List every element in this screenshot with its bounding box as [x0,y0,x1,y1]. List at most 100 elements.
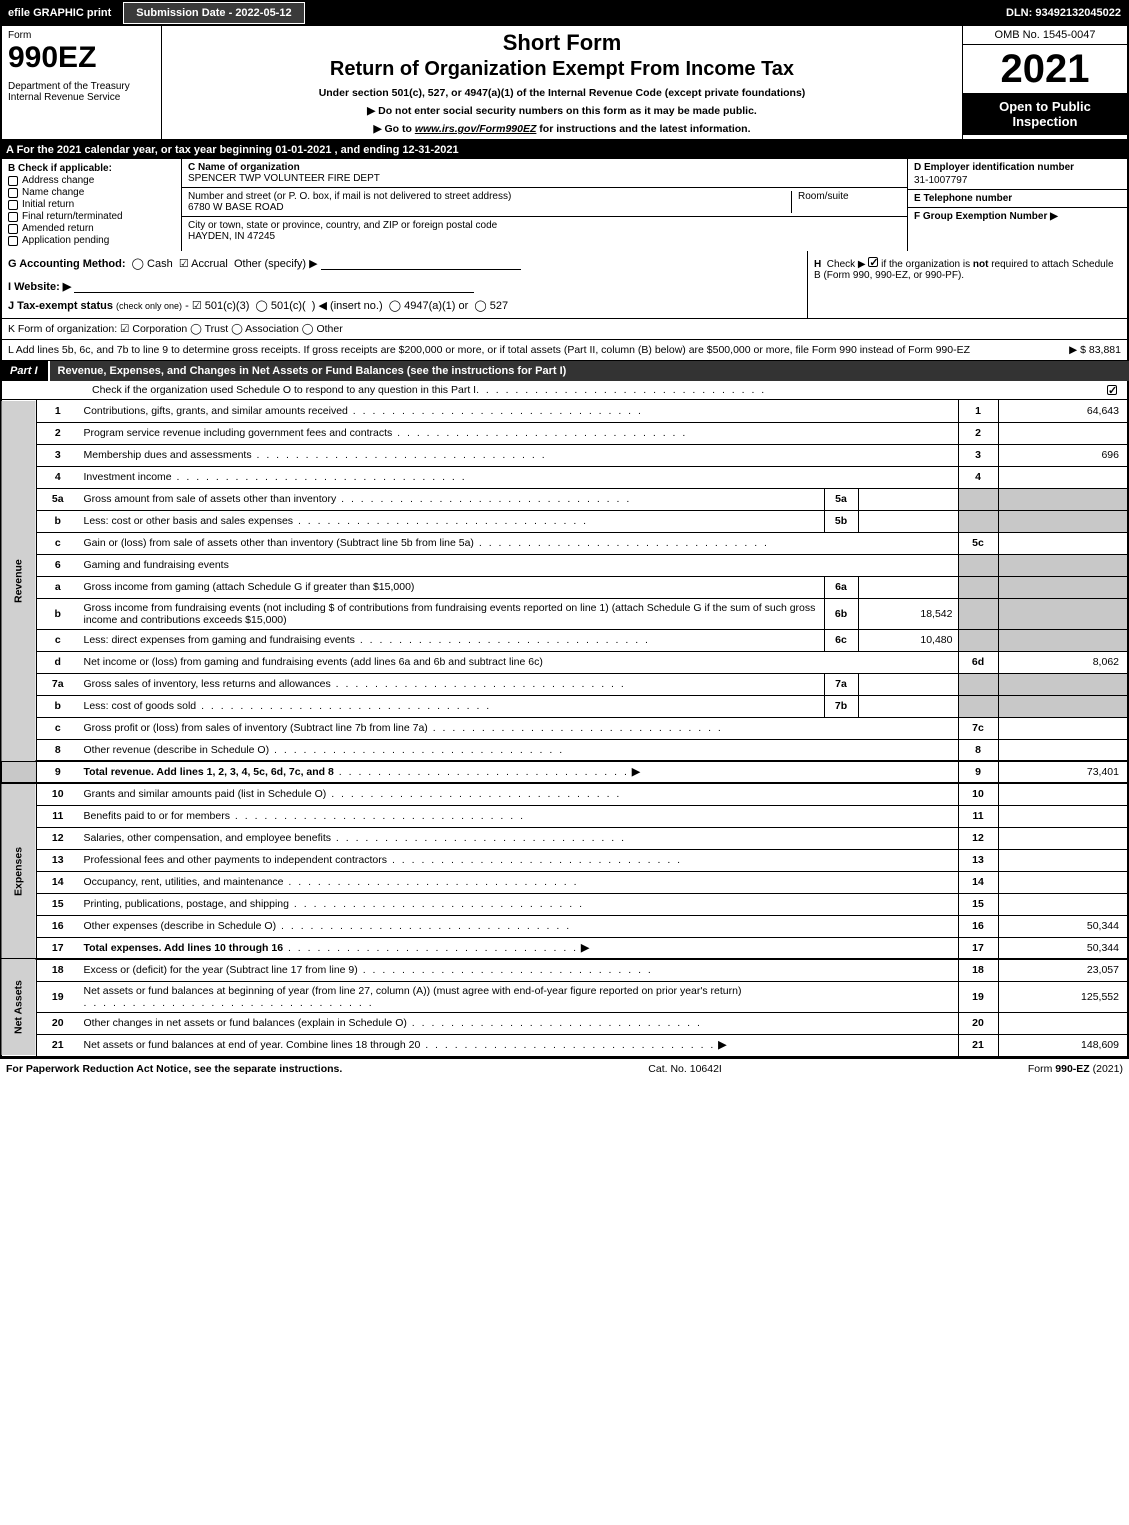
g-label: G Accounting Method: [8,258,126,270]
header-right: OMB No. 1545-0047 2021 Open to Public In… [962,26,1127,139]
l7a-sub: 7a [824,673,858,695]
checkbox-final-return[interactable] [8,212,18,222]
form-number: 990EZ [8,43,155,73]
website-fill[interactable] [74,281,474,293]
checkbox-address-change[interactable] [8,176,18,186]
l6a-ln-grey [958,576,998,598]
l8-desc: Other revenue (describe in Schedule O) [84,744,270,756]
form-header: Form 990EZ Department of the Treasury In… [0,26,1129,141]
l-text: L Add lines 5b, 6c, and 7b to line 9 to … [8,344,1061,356]
sched-o-checkbox[interactable] [1107,385,1117,395]
l8-amt [998,739,1128,761]
l13-desc: Professional fees and other payments to … [84,854,388,866]
l7c-amt [998,717,1128,739]
l18-ln: 18 [958,959,998,981]
l15-ln: 15 [958,893,998,915]
row-gh: G Accounting Method: ◯ Cash ☑ Accrual Ot… [0,251,1129,319]
i-label: I Website: ▶ [8,281,71,293]
checkbox-pending[interactable] [8,236,18,246]
l21-amt: 148,609 [998,1034,1128,1056]
l2-ln: 2 [958,422,998,444]
l20-desc: Other changes in net assets or fund bala… [84,1017,407,1029]
g-cash[interactable]: Cash [147,258,173,270]
g-other-fill[interactable] [321,258,521,270]
l6a-num: a [37,576,79,598]
l20-ln: 20 [958,1012,998,1034]
efile-label[interactable]: efile GRAPHIC print [0,3,119,23]
l9-ln: 9 [958,761,998,783]
part-1-table: Revenue 1 Contributions, gifts, grants, … [0,400,1129,1057]
irs-link[interactable]: www.irs.gov/Form990EZ [415,123,537,135]
l12-ln: 12 [958,827,998,849]
l7b-desc: Less: cost of goods sold [84,700,197,712]
l7a-ln-grey [958,673,998,695]
l11-amt [998,805,1128,827]
l6-num: 6 [37,554,79,576]
l21-num: 21 [37,1034,79,1056]
header-mid: Short Form Return of Organization Exempt… [162,26,962,139]
l5b-desc: Less: cost or other basis and sales expe… [84,515,294,527]
l13-amt [998,849,1128,871]
checkbox-name-change[interactable] [8,188,18,198]
footer-right-pre: Form [1028,1063,1055,1075]
h-checkbox[interactable] [868,257,878,267]
org-address: 6780 W BASE ROAD [188,202,791,213]
row-j: J Tax-exempt status (check only one) - ☑… [8,299,801,312]
side-netassets: Net Assets [1,959,37,1056]
l19-desc: Net assets or fund balances at beginning… [84,985,742,997]
l2-desc: Program service revenue including govern… [84,427,393,439]
g-other[interactable]: Other (specify) ▶ [234,258,318,270]
l7b-amt-grey [998,695,1128,717]
footer-right-bold: 990-EZ [1055,1063,1089,1075]
b-header: B Check if applicable: [8,163,175,174]
l6b-desc: Gross income from fundraising events (no… [84,602,816,626]
tax-year: 2021 [963,45,1127,93]
l6a-sub: 6a [824,576,858,598]
l1-ln: 1 [958,400,998,422]
l16-desc: Other expenses (describe in Schedule O) [84,920,277,932]
l5b-num: b [37,510,79,532]
footer-mid: Cat. No. 10642I [342,1063,1028,1075]
l6b-ln-grey [958,598,998,629]
opt-initial-return: Initial return [22,199,74,210]
l4-amt [998,466,1128,488]
l17-ln: 17 [958,937,998,959]
l5a-amt-grey [998,488,1128,510]
l7a-amt-grey [998,673,1128,695]
checkbox-amended[interactable] [8,224,18,234]
l18-num: 18 [37,959,79,981]
l18-amt: 23,057 [998,959,1128,981]
l5a-subv [858,488,958,510]
instruction-link: ▶ Go to www.irs.gov/Form990EZ for instru… [172,123,952,135]
l7a-desc: Gross sales of inventory, less returns a… [84,678,331,690]
ein-value: 31-1007797 [914,175,1121,186]
header-left: Form 990EZ Department of the Treasury In… [2,26,162,139]
l6d-desc: Net income or (loss) from gaming and fun… [84,656,543,668]
l3-ln: 3 [958,444,998,466]
l-amount: ▶ $ 83,881 [1061,344,1121,356]
g-accrual[interactable]: Accrual [191,258,228,270]
l4-desc: Investment income [84,471,172,483]
checkbox-initial-return[interactable] [8,200,18,210]
l6-desc: Gaming and fundraising events [84,559,229,571]
l6c-num: c [37,629,79,651]
l5b-ln-grey [958,510,998,532]
l7b-sub: 7b [824,695,858,717]
under-section: Under section 501(c), 527, or 4947(a)(1)… [172,87,952,99]
short-form-title: Short Form [172,30,952,56]
sched-o-text: Check if the organization used Schedule … [92,384,476,396]
l9-desc: Total revenue. Add lines 1, 2, 3, 4, 5c,… [84,766,334,778]
l7a-subv [858,673,958,695]
instruction-ssn: ▶ Do not enter social security numbers o… [172,105,952,117]
opt-amended: Amended return [22,223,94,234]
l19-amt: 125,552 [998,981,1128,1012]
l5a-desc: Gross amount from sale of assets other t… [84,493,337,505]
l12-num: 12 [37,827,79,849]
l9-num: 9 [37,761,79,783]
group-exemption-label: F Group Exemption Number ▶ [914,211,1121,222]
ein-label: D Employer identification number [914,162,1121,173]
l5b-sub: 5b [824,510,858,532]
l7c-desc: Gross profit or (loss) from sales of inv… [84,722,428,734]
l7a-num: 7a [37,673,79,695]
l1-amt: 64,643 [998,400,1128,422]
